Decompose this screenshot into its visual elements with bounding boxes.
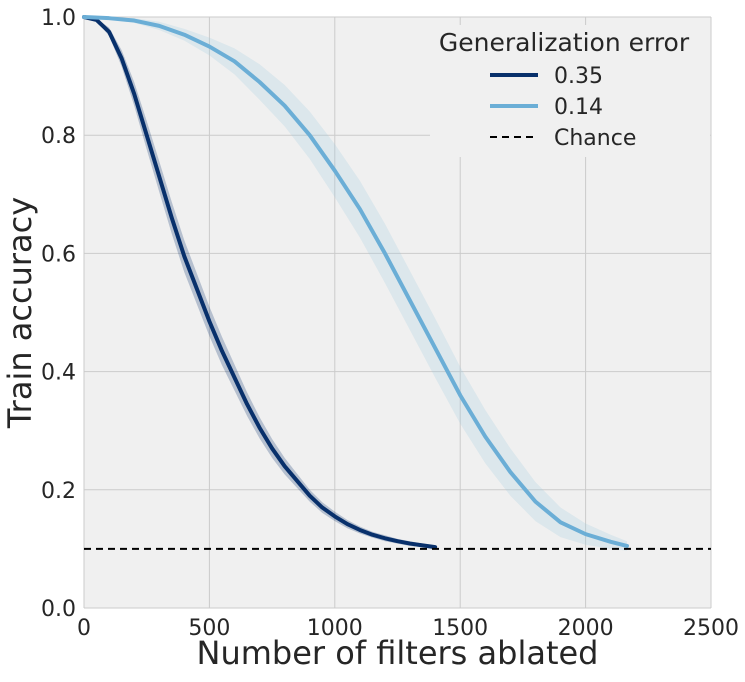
y-tick-label: 0.4 bbox=[41, 361, 76, 386]
x-tick-label: 1500 bbox=[432, 616, 488, 641]
x-tick-label: 1000 bbox=[307, 616, 363, 641]
y-tick-label: 0.8 bbox=[41, 124, 76, 149]
legend-title: Generalization error bbox=[439, 28, 690, 57]
legend-label-0: 0.35 bbox=[554, 64, 603, 89]
series-line-1 bbox=[82, 15, 629, 548]
y-axis-title: Train accuracy bbox=[1, 197, 39, 429]
x-tick-label: 500 bbox=[188, 616, 230, 641]
y-tick-label: 1.0 bbox=[41, 6, 76, 31]
series-lines bbox=[82, 15, 711, 550]
x-tick-label: 0 bbox=[77, 616, 91, 641]
legend: Generalization error 0.35 0.14 Chance bbox=[430, 25, 710, 157]
x-tick-label: 2000 bbox=[558, 616, 614, 641]
series-line-0 bbox=[82, 15, 438, 550]
legend-label-2: Chance bbox=[554, 126, 636, 151]
y-tick-label: 0.6 bbox=[41, 242, 76, 267]
y-tick-labels: 0.0 0.2 0.4 0.6 0.8 1.0 bbox=[41, 6, 76, 622]
y-tick-label: 0.2 bbox=[41, 479, 76, 504]
y-tick-label: 0.0 bbox=[41, 597, 76, 622]
x-tick-label: 2500 bbox=[683, 616, 739, 641]
legend-label-1: 0.14 bbox=[554, 95, 603, 120]
x-tick-labels: 0 500 1000 1500 2000 2500 bbox=[77, 616, 739, 641]
legend-box bbox=[430, 25, 710, 157]
x-axis-title: Number of filters ablated bbox=[197, 634, 599, 672]
